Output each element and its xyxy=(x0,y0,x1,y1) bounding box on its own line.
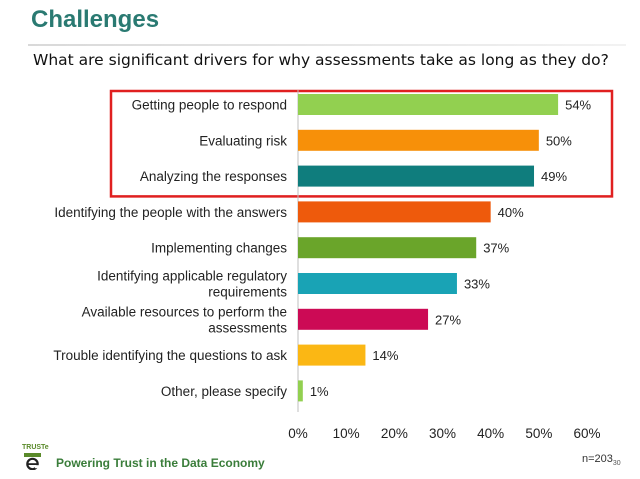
data-label: 37% xyxy=(483,241,509,256)
data-label: 49% xyxy=(541,169,567,184)
bar xyxy=(298,165,535,187)
footer: TRUSTe Powering Trust in the Data Econom… xyxy=(22,444,622,479)
category-label: Identifying the people with the answers xyxy=(54,205,287,220)
x-tick-label: 30% xyxy=(429,426,456,441)
bar xyxy=(298,308,429,330)
x-tick-label: 50% xyxy=(525,426,552,441)
category-label: Identifying applicable regulatory require… xyxy=(97,269,287,300)
category-label: Implementing changes xyxy=(151,241,287,256)
category-label: Analyzing the responses xyxy=(140,169,287,184)
bar xyxy=(298,129,539,151)
x-tick-label: 10% xyxy=(333,426,360,441)
page-number: 30 xyxy=(612,460,621,467)
category-label: Getting people to respond xyxy=(132,98,287,113)
category-label: Available resources to perform the assess… xyxy=(82,304,288,335)
bar xyxy=(298,201,491,223)
x-tick-label: 40% xyxy=(477,426,504,441)
bar xyxy=(298,380,303,402)
data-label: 27% xyxy=(435,312,461,327)
bar xyxy=(298,344,366,366)
x-tick-label: 0% xyxy=(288,426,308,441)
data-label: 1% xyxy=(310,384,329,399)
category-label: Trouble identifying the questions to ask xyxy=(53,348,287,363)
category-label: Evaluating risk xyxy=(199,133,287,148)
truste-e-icon xyxy=(24,453,41,470)
truste-logo-wordmark: TRUSTe xyxy=(22,444,49,451)
page-title: Challenges xyxy=(31,6,160,33)
data-label: 14% xyxy=(372,348,398,363)
sample-size-note: n=20330 xyxy=(582,453,621,467)
category-label: Other, please specify xyxy=(161,384,287,399)
bar xyxy=(298,94,559,115)
x-tick-label: 20% xyxy=(381,426,408,441)
sample-size: n=203 xyxy=(582,453,613,465)
data-label: 33% xyxy=(464,277,490,292)
highlight-box xyxy=(109,89,614,198)
title-divider xyxy=(28,44,626,46)
bar-chart: Getting people to respond 54% Evaluating r… xyxy=(53,89,614,441)
data-label: 54% xyxy=(565,98,591,113)
data-label: 50% xyxy=(546,133,572,148)
x-tick-label: 60% xyxy=(573,426,600,441)
footer-tagline: Powering Trust in the Data Economy xyxy=(56,456,265,470)
truste-logo: TRUSTe xyxy=(22,444,49,476)
data-label: 40% xyxy=(498,205,524,220)
chart-question: What are significant drivers for why ass… xyxy=(33,51,609,69)
bar xyxy=(298,237,477,259)
bar xyxy=(298,273,457,294)
